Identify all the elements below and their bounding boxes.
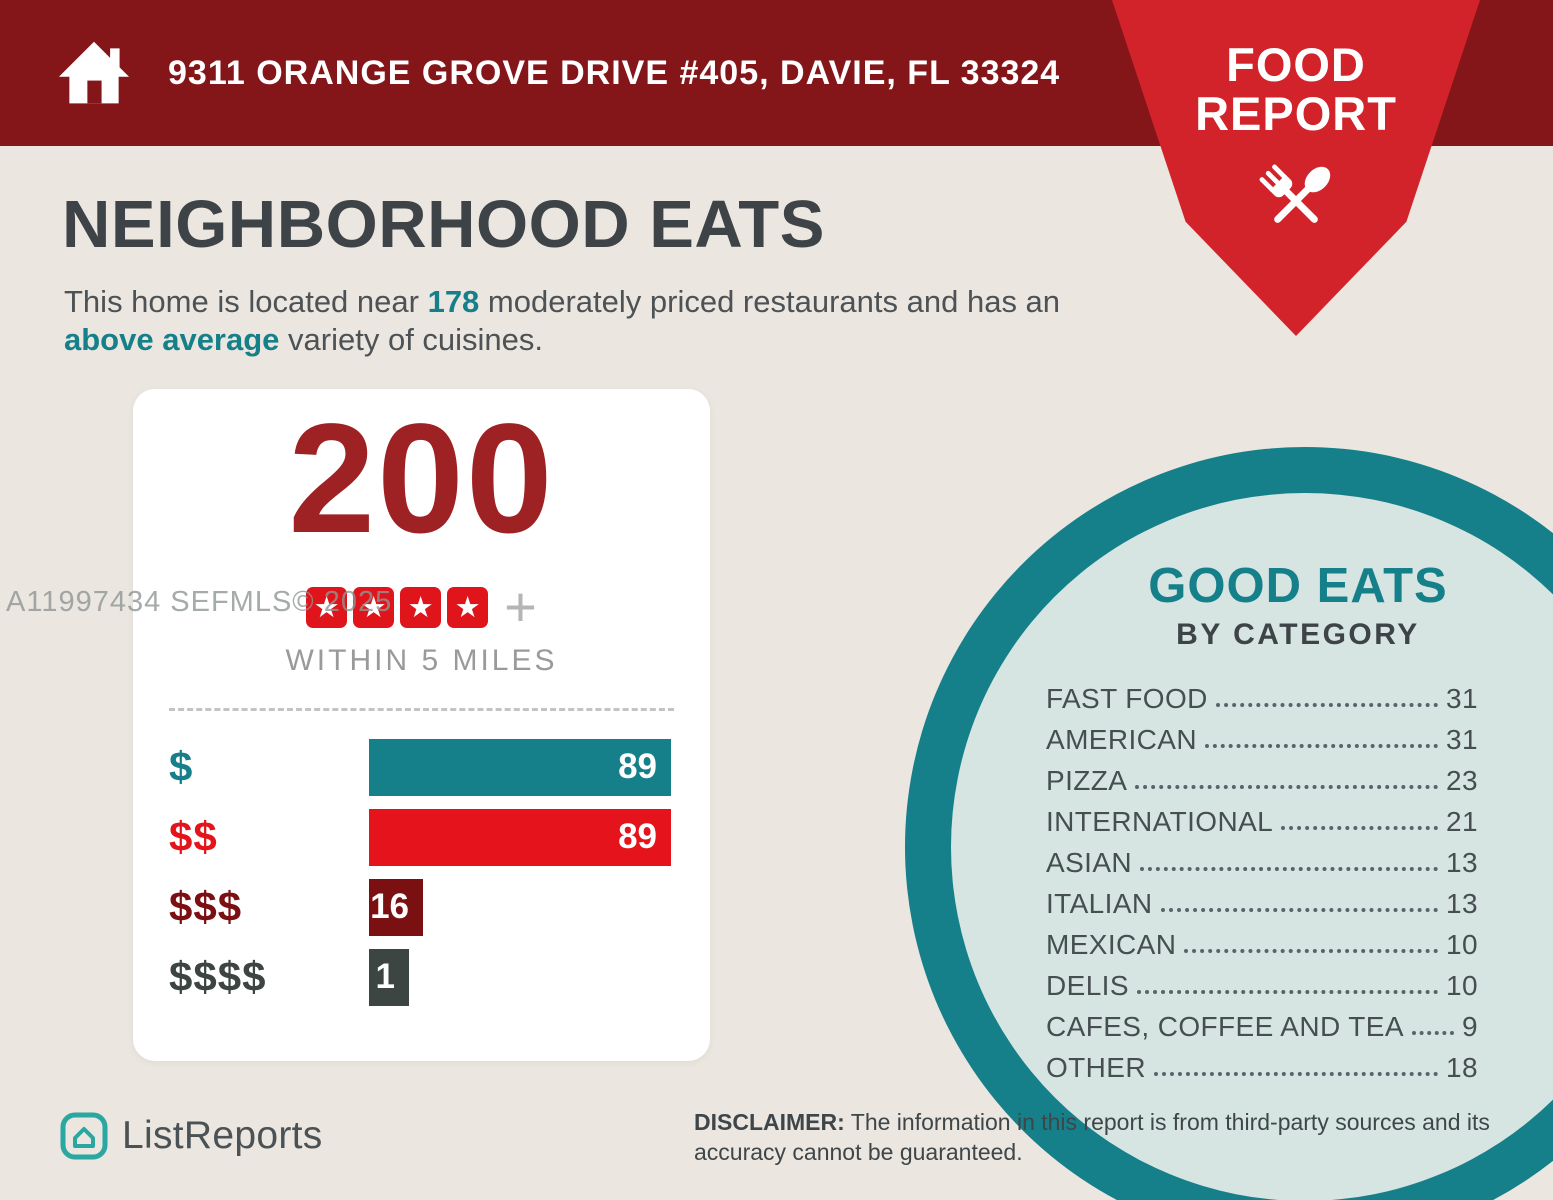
price-bar-row: $$ 89	[169, 808, 710, 866]
mls-watermark: A11997434 SEFMLS© 2025	[6, 586, 393, 618]
good-eats-subtitle: BY CATEGORY	[1176, 618, 1420, 651]
category-label: PIZZA	[1046, 765, 1128, 796]
dotted-leader	[1154, 1072, 1439, 1076]
restaurant-summary-card: 200 ★ ★ ★ ★ + WITHIN 5 MILES $89 $$ 89 $$$ 16 $$…	[133, 389, 710, 1061]
price-bar-value: 89	[618, 817, 657, 857]
dotted-leader	[1140, 867, 1439, 871]
intro-part: This home is located near	[64, 284, 428, 319]
price-bars: $89 $$ 89 $$$ 16 $$$$ 1	[133, 738, 710, 1006]
dotted-leader	[1411, 1031, 1455, 1035]
category-count: 10	[1446, 970, 1478, 1001]
star-icon: ★	[306, 586, 348, 628]
price-level-label: $$$	[169, 883, 243, 931]
star-icon: ★	[447, 586, 489, 628]
category-row: OTHER 18	[1046, 1047, 1478, 1088]
price-bar: 16	[369, 878, 423, 936]
intro-part: variety of cuisines.	[279, 321, 544, 357]
property-address: 9311 ORANGE GROVE DRIVE #405, DAVIE, FL …	[168, 53, 1061, 92]
disclaimer-body: The information in this report is from t…	[694, 1109, 1490, 1165]
star-icon: ★	[353, 586, 395, 628]
price-bar: 89	[369, 738, 671, 796]
price-level-label: $$$$	[169, 953, 267, 1001]
food-report-ribbon: FOOD REPORT	[1112, 0, 1480, 336]
category-row: ITALIAN 13	[1046, 883, 1478, 924]
price-level-label: $	[169, 743, 194, 791]
category-row: DELIS 10	[1046, 965, 1478, 1006]
good-eats-panel: GOOD EATS BY CATEGORY FAST FOOD 31 AMERICA…	[1046, 558, 1478, 1088]
category-count: 9	[1462, 1011, 1478, 1042]
price-bar-value: 1	[375, 957, 395, 997]
good-eats-list: FAST FOOD 31 AMERICAN 31 PIZZA 23 INTERNATIONA…	[1046, 678, 1478, 1088]
category-count: 13	[1446, 888, 1478, 919]
category-row: AMERICAN 31	[1046, 719, 1478, 760]
star-icon: ★	[400, 586, 442, 628]
category-row: INTERNATIONAL 21	[1046, 801, 1478, 842]
ribbon-line2: REPORT	[1195, 87, 1397, 141]
listreports-logo: ListReports	[60, 1112, 323, 1160]
price-bar-row: $$$$ 1	[169, 948, 710, 1006]
category-row: ASIAN 13	[1046, 842, 1478, 883]
restaurant-total: 200	[288, 392, 555, 566]
category-row: MEXICAN 10	[1046, 924, 1478, 965]
dotted-leader	[1281, 826, 1439, 830]
page-title: NEIGHBORHOOD EATS	[62, 187, 825, 262]
price-bar-row: $89	[169, 738, 710, 796]
ribbon-line1: FOOD	[1226, 38, 1366, 91]
price-bar-value: 89	[618, 747, 657, 787]
category-label: AMERICAN	[1046, 724, 1197, 755]
category-row: PIZZA 23	[1046, 760, 1478, 801]
category-count: 31	[1446, 724, 1478, 755]
dotted-leader	[1136, 990, 1439, 994]
category-count: 18	[1446, 1052, 1478, 1083]
category-label: MEXICAN	[1046, 929, 1177, 960]
dotted-leader	[1135, 785, 1439, 789]
category-label: ITALIAN	[1046, 888, 1153, 919]
category-row: FAST FOOD 31	[1046, 678, 1478, 719]
good-eats-title: GOOD EATS	[1148, 559, 1448, 613]
category-label: CAFES, COFFEE AND TEA	[1046, 1011, 1404, 1042]
plus-sign: +	[504, 574, 537, 638]
category-label: INTERNATIONAL	[1046, 806, 1274, 837]
variety-rating: above average	[64, 321, 280, 357]
category-count: 21	[1446, 806, 1478, 837]
star-rating-row: ★ ★ ★ ★ +	[133, 574, 710, 638]
brand-name: ListReports	[122, 1114, 323, 1157]
home-icon	[58, 41, 130, 104]
category-count: 13	[1446, 847, 1478, 878]
disclaimer-text: DISCLAIMER: The information in this repo…	[694, 1108, 1512, 1168]
price-level-label: $$	[169, 813, 218, 861]
category-label: ASIAN	[1046, 847, 1133, 878]
good-eats-circle-inner	[951, 493, 1553, 1200]
price-bar-row: $$$ 16	[169, 878, 710, 936]
listreports-logo-icon	[60, 1112, 108, 1160]
category-label: FAST FOOD	[1046, 683, 1208, 714]
dashed-divider	[169, 707, 674, 711]
price-bar-value: 16	[370, 887, 409, 927]
star-rating: ★ ★ ★ ★	[306, 586, 489, 628]
fork-and-spoon-icon	[1259, 164, 1331, 223]
ribbon-title: FOOD REPORT	[1112, 40, 1480, 139]
category-count: 23	[1446, 765, 1478, 796]
category-row: CAFES, COFFEE AND TEA 9	[1046, 1006, 1478, 1047]
category-count: 10	[1446, 929, 1478, 960]
dotted-leader	[1160, 908, 1439, 912]
category-count: 31	[1446, 683, 1478, 714]
dotted-leader	[1184, 949, 1439, 953]
price-bar: 1	[369, 948, 409, 1006]
restaurant-count: 178	[427, 284, 480, 319]
radius-label: WITHIN 5 MILES	[285, 643, 558, 677]
category-label: DELIS	[1046, 970, 1129, 1001]
category-label: OTHER	[1046, 1052, 1146, 1083]
disclaimer-label: DISCLAIMER:	[694, 1109, 845, 1135]
dotted-leader	[1205, 744, 1439, 748]
price-bar: 89	[369, 808, 671, 866]
intro-text: This home is located near 178 moderately…	[64, 283, 1104, 359]
dotted-leader	[1215, 703, 1439, 707]
intro-part: moderately priced restaurants and has an	[479, 284, 1061, 319]
